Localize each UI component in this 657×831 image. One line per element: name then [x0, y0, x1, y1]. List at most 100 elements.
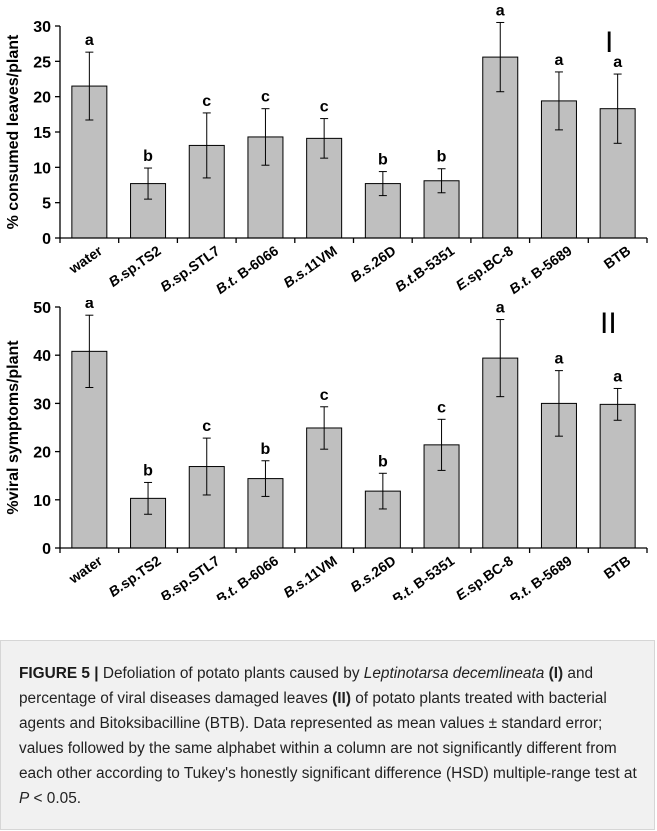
x-tick-label: B.s.26D — [347, 242, 398, 285]
error-bar — [378, 472, 387, 510]
y-tick-label: 10 — [33, 160, 51, 177]
chart-panel-2: %viral symptoms/plant II a water b B.sp.TS2 c B… — [0, 295, 657, 607]
x-tick-label: water — [65, 242, 105, 277]
y-tick-label: 50 — [33, 300, 51, 317]
caption-text-4: < 0.05. — [29, 790, 82, 807]
y-tick-label: 25 — [33, 54, 51, 71]
significance-letter: c — [202, 93, 211, 110]
y-tick-label: 40 — [33, 348, 51, 365]
x-tick-name: B-6066 — [231, 242, 281, 284]
significance-letter: c — [437, 399, 446, 416]
significance-letter: a — [613, 368, 622, 385]
significance-letter: a — [554, 52, 563, 69]
significance-letter: a — [613, 54, 622, 71]
x-tick-name: B-5351 — [407, 552, 457, 594]
significance-letter: a — [85, 300, 94, 312]
bar — [599, 403, 636, 549]
error-bar — [613, 73, 622, 144]
caption-p: P — [19, 790, 30, 807]
error-bar — [320, 406, 329, 450]
y-tick-label: 20 — [33, 90, 51, 107]
x-tick-label: B.t. B-5689 — [506, 242, 575, 297]
error-bar — [144, 167, 153, 200]
y-tick-label: 5 — [42, 196, 51, 213]
error-bar — [85, 51, 94, 121]
x-tick-label: B.sp.STL7 — [157, 242, 222, 294]
significance-letter: b — [143, 462, 153, 479]
x-tick-label: B.s.11VM — [280, 552, 340, 600]
y-axis-title: % consumed leaves/plant — [5, 34, 22, 229]
x-tick-label: B.t. B-5351 — [389, 552, 458, 600]
x-tick-name: sp.STL7 — [169, 552, 223, 596]
significance-letter: b — [261, 441, 271, 458]
x-tick-name: BTB — [601, 552, 634, 582]
significance-letter: a — [496, 300, 505, 317]
panel-label: II — [600, 307, 617, 340]
significance-letter: b — [437, 149, 447, 166]
error-bar — [202, 112, 211, 179]
x-tick-label: BTB — [601, 552, 634, 582]
significance-letter: a — [554, 351, 563, 368]
error-bar — [85, 314, 94, 388]
x-tick-label: BTB — [601, 242, 634, 272]
chart-2: %viral symptoms/plant II a water b B.sp.TS2 c B… — [5, 295, 648, 607]
x-tick-name: 11VM — [301, 552, 340, 586]
y-tick-label: 0 — [42, 231, 51, 248]
error-bar — [378, 171, 387, 197]
x-tick-name: sp.BC-8 — [463, 552, 516, 596]
y-tick-label: 15 — [33, 125, 51, 142]
x-tick-name: sp.STL7 — [169, 242, 223, 286]
x-tick-label: water — [65, 552, 105, 587]
significance-letter: c — [261, 89, 270, 106]
error-bar — [261, 460, 270, 497]
error-bar — [613, 387, 622, 421]
caption-label: FIGURE 5 | — [19, 665, 99, 682]
error-bar — [437, 418, 446, 471]
y-tick-label: 30 — [33, 396, 51, 413]
bar — [306, 427, 343, 549]
x-tick-label: B.t. B-5689 — [506, 552, 575, 600]
chart-1: % consumed leaves/plant Ia water b B.sp.TS2 c… — [5, 2, 648, 297]
significance-letter: a — [85, 32, 94, 49]
error-bar — [320, 118, 329, 159]
significance-letter: a — [496, 2, 505, 19]
y-tick-label: 0 — [42, 541, 51, 558]
caption-text-3: of potato plants treated with bacterial … — [19, 690, 637, 782]
significance-letter: c — [202, 418, 211, 435]
x-tick-name: B-5689 — [525, 242, 575, 284]
x-tick-label: B.sp.TS2 — [106, 552, 164, 600]
error-bar — [261, 108, 270, 166]
caption-text-2: and percentage of viral diseases damaged… — [19, 665, 594, 707]
error-bar — [554, 71, 563, 131]
y-axis-title: %viral symptoms/plant — [5, 340, 22, 515]
x-tick-label: B.t. B-6066 — [213, 552, 282, 600]
x-tick-name: water — [65, 242, 105, 277]
significance-letter: b — [378, 152, 388, 169]
x-tick-label: B.s.26D — [347, 552, 398, 595]
caption-box: FIGURE 5 | Defoliation of potato plants … — [0, 640, 655, 830]
significance-letter: b — [143, 148, 153, 165]
x-tick-name: B-5351 — [410, 242, 457, 282]
x-tick-name: sp.BC-8 — [463, 242, 516, 286]
x-tick-label: B.t.B-5351 — [392, 242, 457, 295]
x-tick-name: water — [65, 552, 105, 587]
caption-ref-1: (I) — [548, 665, 564, 682]
figure-caption: FIGURE 5 | Defoliation of potato plants … — [19, 661, 649, 811]
caption-text-1: Defoliation of potato plants caused by — [98, 665, 364, 682]
error-bar — [202, 437, 211, 496]
significance-letter: c — [320, 387, 329, 404]
error-bar — [496, 319, 505, 398]
x-tick-name: BTB — [601, 242, 634, 272]
significance-letter: c — [320, 99, 329, 116]
error-bar — [496, 21, 505, 93]
x-tick-name: sp.TS2 — [117, 242, 164, 282]
x-tick-label: B.s.11VM — [280, 242, 340, 290]
error-bar — [144, 481, 153, 515]
y-tick-label: 20 — [33, 445, 51, 462]
x-tick-name: B-5689 — [525, 552, 575, 594]
panel-label: I — [605, 26, 613, 59]
caption-species: Leptinotarsa decemlineata — [363, 665, 545, 682]
x-tick-name: 11VM — [301, 242, 340, 276]
caption-ref-2: (II) — [332, 690, 351, 707]
